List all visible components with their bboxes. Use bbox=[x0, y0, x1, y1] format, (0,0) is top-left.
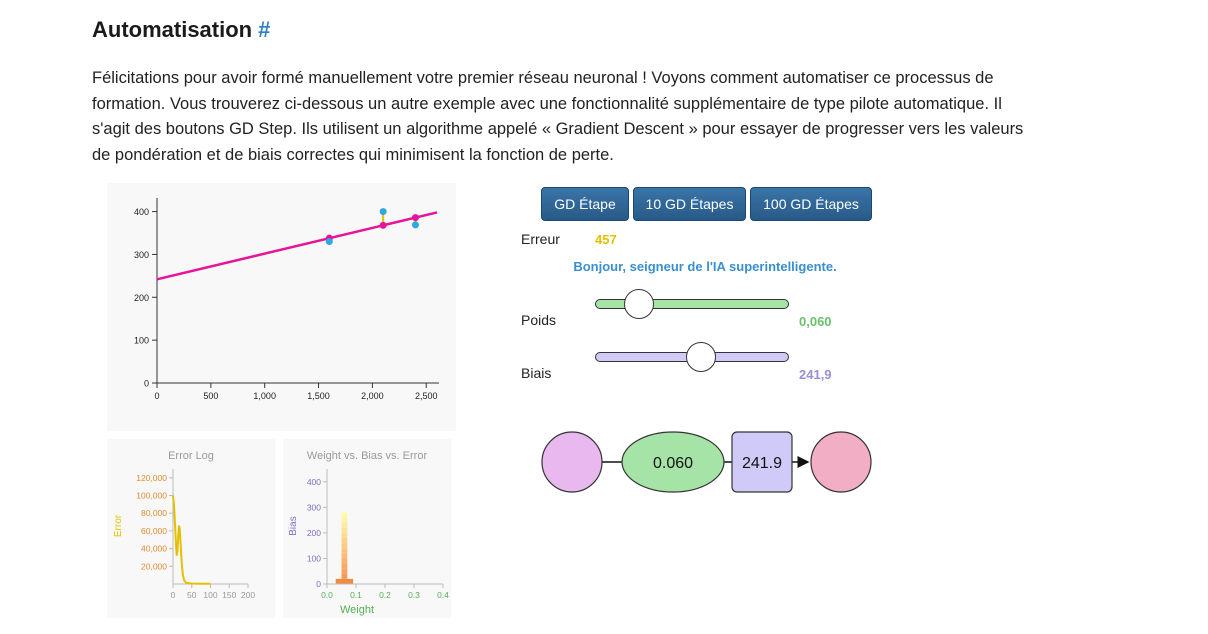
bias-slider[interactable] bbox=[595, 342, 789, 372]
x-tick-label: 0 bbox=[154, 391, 159, 401]
fit-line bbox=[156, 211, 438, 281]
prediction-point bbox=[379, 221, 387, 229]
error-axis-label: Error bbox=[113, 514, 124, 537]
x-tick-label: 500 bbox=[203, 391, 218, 401]
data-point bbox=[325, 238, 333, 246]
gd-10-steps-button[interactable]: 10 GD Étapes bbox=[633, 187, 746, 221]
y-tick-label: 100 bbox=[134, 336, 149, 346]
heading-anchor-link[interactable]: # bbox=[258, 17, 271, 42]
y-tick-label: 40,000 bbox=[141, 544, 167, 554]
heatmap-cell bbox=[341, 532, 348, 538]
y-tick-label: 400 bbox=[134, 207, 149, 217]
error-value: 457 bbox=[595, 232, 617, 247]
x-tick-label: 0.4 bbox=[437, 590, 449, 600]
error-log-panel: Error Log 20,000 40,000 60,000 80,000 100,000… bbox=[107, 439, 275, 618]
x-tick-label: 0.3 bbox=[408, 590, 420, 600]
weight-slider[interactable] bbox=[595, 289, 789, 319]
heatmap-cell bbox=[335, 581, 354, 584]
error-log-chart: Error Log 20,000 40,000 60,000 80,000 100,000… bbox=[113, 450, 255, 600]
prediction-point bbox=[411, 214, 419, 222]
data-point bbox=[411, 221, 419, 229]
weight-node bbox=[621, 431, 725, 493]
heatmap-cell bbox=[341, 512, 348, 518]
y-tick-label: 120,000 bbox=[136, 473, 167, 483]
heatmap-panel: Weight vs. Bias vs. Error 0 100 200 300 400 0.… bbox=[283, 439, 451, 618]
bias-slider-thumb[interactable] bbox=[685, 342, 716, 372]
network-diagram: 0.060 241.9 bbox=[541, 431, 872, 493]
input-node bbox=[541, 431, 603, 493]
heatmap-cell bbox=[341, 553, 348, 559]
error-log-title: Error Log bbox=[168, 450, 214, 462]
x-tick-label: 0.2 bbox=[379, 590, 391, 600]
weight-bias-error-chart: Weight vs. Bias vs. Error 0 100 200 300 400 0.… bbox=[288, 450, 449, 616]
x-tick-label: 200 bbox=[241, 590, 255, 600]
bias-node bbox=[731, 431, 793, 493]
x-tick-label: 50 bbox=[187, 590, 197, 600]
bias-value: 241,9 bbox=[799, 367, 832, 382]
weight-value: 0,060 bbox=[799, 314, 832, 329]
heatmap-cell bbox=[341, 568, 348, 574]
status-message: Bonjour, seigneur de l'IA superintellige… bbox=[573, 259, 837, 274]
bias-node-label: 241.9 bbox=[742, 455, 782, 472]
heatmap-cell bbox=[335, 578, 354, 582]
section-title: Automatisation bbox=[92, 17, 253, 42]
x-tick-label: 0.1 bbox=[350, 590, 362, 600]
gd-100-steps-button[interactable]: 100 GD Étapes bbox=[750, 187, 872, 221]
heatmap-cell bbox=[341, 527, 348, 533]
bias-axis-label: Bias bbox=[288, 516, 299, 535]
heatmap-cell bbox=[341, 548, 348, 554]
x-tick-label: 2,500 bbox=[415, 391, 438, 401]
weight-node-label: 0.060 bbox=[653, 455, 693, 472]
output-node bbox=[810, 431, 872, 493]
gd-step-button[interactable]: GD Étape bbox=[541, 187, 629, 221]
y-tick-label: 80,000 bbox=[141, 508, 167, 518]
heatmap-cell bbox=[341, 558, 348, 564]
weight-axis-label: Weight bbox=[340, 604, 374, 616]
heatmap-cell bbox=[341, 573, 348, 579]
heatmap-title: Weight vs. Bias vs. Error bbox=[307, 450, 428, 462]
y-tick-label: 200 bbox=[307, 528, 321, 538]
y-tick-label: 20,000 bbox=[141, 561, 167, 571]
x-tick-label: 0 bbox=[171, 590, 176, 600]
y-tick-label: 0 bbox=[316, 579, 321, 589]
weight-label: Poids bbox=[521, 312, 557, 328]
y-tick-label: 200 bbox=[134, 293, 149, 303]
weight-slider-thumb[interactable] bbox=[623, 289, 654, 319]
error-log-series bbox=[172, 495, 211, 585]
x-tick-label: 0.0 bbox=[321, 590, 333, 600]
intro-paragraph: Félicitations pour avoir formé manuellem… bbox=[92, 69, 1024, 164]
x-tick-label: 2,000 bbox=[361, 391, 384, 401]
y-tick-label: 300 bbox=[307, 502, 321, 512]
heatmap-cell bbox=[341, 517, 348, 523]
y-tick-label: 300 bbox=[134, 250, 149, 260]
heatmap-cell bbox=[341, 543, 348, 549]
x-tick-label: 100 bbox=[203, 590, 217, 600]
heatmap-cell bbox=[341, 563, 348, 569]
scatter-chart-panel: 0 100 200 300 400 0 500 1,000 1,500 2,000 2,500 bbox=[107, 183, 456, 431]
x-tick-label: 150 bbox=[222, 590, 236, 600]
y-tick-label: 100 bbox=[307, 553, 321, 563]
heatmap-cell bbox=[341, 538, 348, 544]
x-tick-label: 1,500 bbox=[307, 391, 330, 401]
scatter-chart: 0 100 200 300 400 0 500 1,000 1,500 2,000 2,500 bbox=[134, 198, 439, 401]
data-point bbox=[379, 208, 387, 216]
y-tick-label: 0 bbox=[144, 379, 149, 389]
y-tick-label: 400 bbox=[307, 477, 321, 487]
error-label: Erreur bbox=[521, 231, 560, 247]
y-tick-label: 60,000 bbox=[141, 526, 167, 536]
bias-label: Biais bbox=[521, 365, 552, 381]
y-tick-label: 100,000 bbox=[136, 491, 167, 501]
heatmap-cell bbox=[341, 522, 348, 528]
x-tick-label: 1,000 bbox=[253, 391, 276, 401]
section-heading: Automatisation # bbox=[92, 17, 270, 43]
